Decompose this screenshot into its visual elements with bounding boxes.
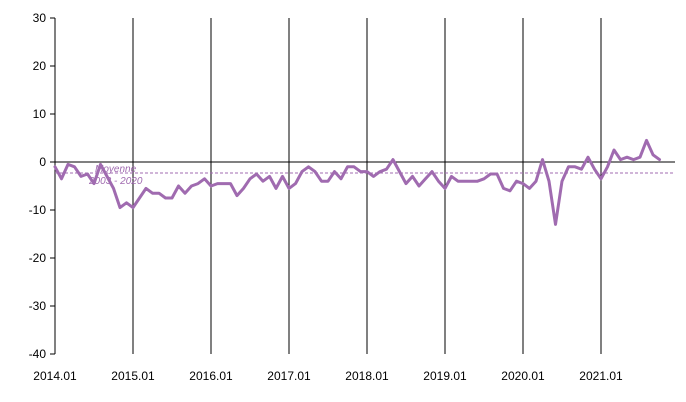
y-tick-label: 20 bbox=[33, 59, 47, 73]
x-tick-label: 2018.01 bbox=[345, 369, 389, 383]
series-line bbox=[53, 138, 661, 226]
x-axis-labels: 2014.01 2015.01 2016.01 2017.01 2018.01 2019.… bbox=[33, 369, 623, 383]
y-tick-label: -40 bbox=[29, 347, 47, 361]
y-tick-label: 30 bbox=[33, 11, 47, 25]
x-tick-label: 2014.01 bbox=[33, 369, 77, 383]
y-tick-label: 10 bbox=[33, 107, 47, 121]
x-tick-label: 2019.01 bbox=[423, 369, 467, 383]
x-tick-label: 2015.01 bbox=[111, 369, 155, 383]
y-tick-label: -20 bbox=[29, 251, 47, 265]
y-tick-label: -30 bbox=[29, 299, 47, 313]
average-label-line1: Moyenne bbox=[95, 164, 137, 175]
y-tick-label: 0 bbox=[39, 155, 46, 169]
x-tick-label: 2017.01 bbox=[267, 369, 311, 383]
y-axis-ticks: 30 20 10 0 -10 -20 -30 -40 bbox=[29, 11, 55, 361]
average-label-line2: 2003 - 2020 bbox=[88, 176, 143, 187]
y-tick-label: -10 bbox=[29, 203, 47, 217]
x-tick-label: 2020.01 bbox=[501, 369, 545, 383]
x-tick-label: 2016.01 bbox=[189, 369, 233, 383]
x-tick-label: 2021.01 bbox=[579, 369, 623, 383]
